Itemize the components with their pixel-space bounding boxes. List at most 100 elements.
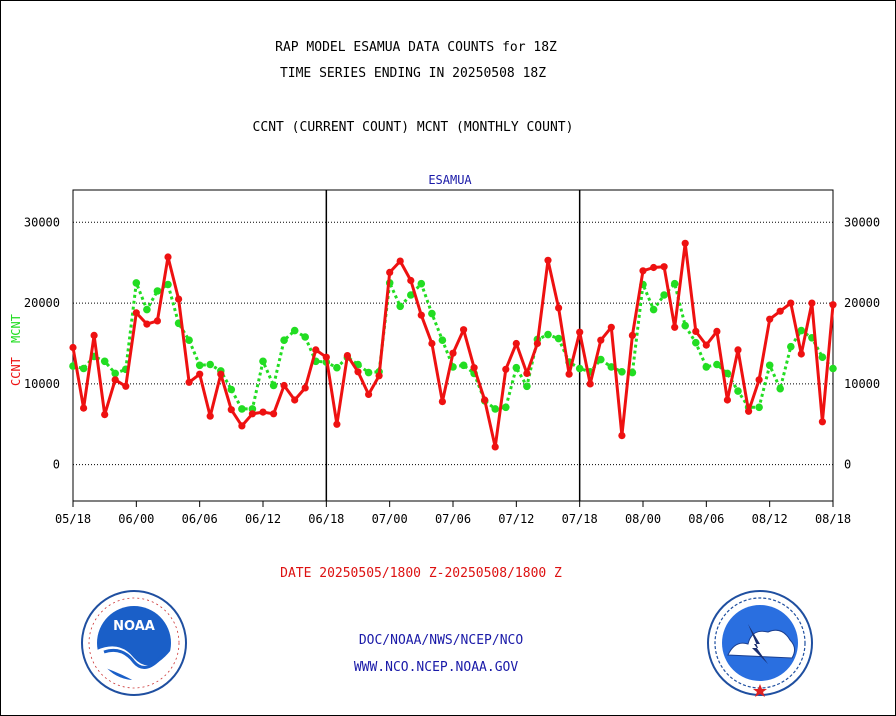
plot-title: ESAMUA bbox=[428, 173, 472, 187]
ccnt-point bbox=[343, 352, 351, 360]
ccnt-point bbox=[713, 327, 721, 335]
org-path: DOC/NOAA/NWS/NCEP/NCO bbox=[358, 633, 524, 648]
mcnt-point bbox=[512, 363, 521, 372]
mcnt-point bbox=[438, 336, 447, 345]
y-tick-label-left: 10000 bbox=[24, 377, 60, 391]
ccnt-point bbox=[132, 309, 140, 317]
mcnt-point bbox=[670, 279, 679, 288]
ccnt-point bbox=[407, 276, 415, 285]
date-range: DATE 20250505/1800 Z-20250508/1800 Z bbox=[280, 566, 562, 581]
mcnt-point bbox=[269, 381, 278, 390]
mcnt-point bbox=[787, 342, 795, 351]
y-axis-label-ccnt: CCNT bbox=[9, 357, 23, 386]
ccnt-point bbox=[365, 390, 373, 398]
ccnt-point bbox=[829, 301, 837, 309]
mcnt-point bbox=[364, 368, 373, 377]
mcnt-point bbox=[164, 280, 172, 289]
website-link[interactable]: WWW.NCO.NCEP.NOAA.GOV bbox=[353, 660, 519, 675]
ccnt-point bbox=[238, 422, 246, 430]
mcnt-point bbox=[227, 385, 236, 394]
ccnt-point bbox=[227, 406, 235, 414]
ccnt-point bbox=[185, 378, 193, 386]
mcnt-point bbox=[491, 405, 500, 413]
mcnt-point bbox=[280, 336, 288, 345]
mcnt-point bbox=[597, 355, 605, 364]
ccnt-point bbox=[692, 327, 700, 335]
ccnt-point bbox=[111, 376, 119, 384]
ccnt-point bbox=[164, 253, 172, 261]
x-tick-label: 08/06 bbox=[688, 512, 724, 526]
ccnt-point bbox=[650, 263, 658, 272]
mcnt-point bbox=[407, 291, 415, 299]
ccnt-point bbox=[818, 418, 827, 426]
ccnt-point bbox=[523, 369, 531, 377]
ccnt-point bbox=[512, 339, 520, 348]
chart-subtitle: CCNT (CURRENT COUNT) MCNT (MONTHLY COUNT… bbox=[252, 120, 574, 135]
ccnt-point bbox=[628, 331, 637, 339]
mcnt-point bbox=[523, 382, 531, 391]
ccnt-point bbox=[460, 326, 468, 334]
ccnt-point bbox=[723, 396, 732, 404]
ccnt-point bbox=[660, 263, 668, 271]
ccnt-point bbox=[607, 323, 615, 331]
mcnt-point bbox=[818, 353, 827, 362]
ccnt-point bbox=[291, 396, 299, 404]
gridlines bbox=[73, 221, 833, 466]
mcnt-point bbox=[649, 305, 658, 314]
y-tick-labels: 0 0 10000 10000 20000 20000 30000 30000 bbox=[24, 215, 880, 471]
ccnt-point bbox=[491, 443, 499, 451]
ccnt-point bbox=[312, 346, 320, 354]
y-tick-label-left: 30000 bbox=[24, 215, 60, 229]
mcnt-point bbox=[554, 334, 563, 343]
ccnt-point bbox=[248, 410, 256, 418]
y-tick-label-left: 20000 bbox=[24, 296, 60, 310]
mcnt-point bbox=[301, 333, 310, 341]
ccnt-point bbox=[776, 307, 784, 315]
ccnt-point bbox=[259, 408, 267, 416]
x-tick-label: 07/18 bbox=[562, 512, 598, 526]
mcnt-point bbox=[206, 360, 214, 369]
mcnt-point bbox=[238, 405, 246, 413]
y-tick-label-right: 30000 bbox=[844, 215, 880, 229]
ccnt-point bbox=[555, 304, 563, 312]
ccnt-point bbox=[787, 299, 795, 307]
x-tick-label: 05/18 bbox=[55, 512, 91, 526]
ccnt-point bbox=[438, 398, 446, 406]
x-tick-label: 08/00 bbox=[625, 512, 661, 526]
ccnt-point bbox=[333, 420, 341, 428]
ccnt-point bbox=[396, 257, 404, 265]
x-tick-label: 08/18 bbox=[815, 512, 851, 526]
mcnt-point bbox=[259, 357, 267, 366]
mcnt-point bbox=[79, 364, 88, 373]
x-tick-label: 08/12 bbox=[752, 512, 788, 526]
ccnt-point bbox=[417, 311, 425, 319]
mcnt-point bbox=[660, 291, 668, 299]
ccnt-point bbox=[586, 380, 594, 388]
mcnt-point bbox=[428, 309, 436, 318]
ccnt-point bbox=[449, 349, 457, 357]
mcnt-point bbox=[607, 363, 616, 371]
ccnt-point bbox=[565, 370, 573, 378]
chart-title-line1: RAP MODEL ESAMUA DATA COUNTS for 18Z bbox=[275, 40, 557, 55]
noaa-logo: NOAA bbox=[81, 590, 187, 696]
nws-logo bbox=[707, 590, 813, 697]
series-layer bbox=[69, 239, 837, 451]
ccnt-point bbox=[597, 336, 605, 344]
x-tick-label: 06/06 bbox=[182, 512, 218, 526]
mcnt-point bbox=[776, 384, 784, 393]
mcnt-point bbox=[100, 357, 109, 366]
mcnt-point bbox=[143, 305, 151, 314]
y-tick-label-left: 0 bbox=[53, 458, 60, 472]
ccnt-point bbox=[322, 353, 330, 361]
ccnt-point bbox=[375, 372, 383, 380]
x-tick-label: 07/12 bbox=[498, 512, 534, 526]
mcnt-point bbox=[111, 369, 119, 378]
ccnt-point bbox=[618, 432, 626, 440]
ccnt-point bbox=[175, 295, 183, 303]
mcnt-point bbox=[723, 369, 732, 378]
mcnt-point bbox=[755, 403, 763, 412]
mcnt-point bbox=[502, 403, 510, 412]
ccnt-point bbox=[745, 407, 753, 415]
mcnt-point bbox=[692, 338, 700, 347]
